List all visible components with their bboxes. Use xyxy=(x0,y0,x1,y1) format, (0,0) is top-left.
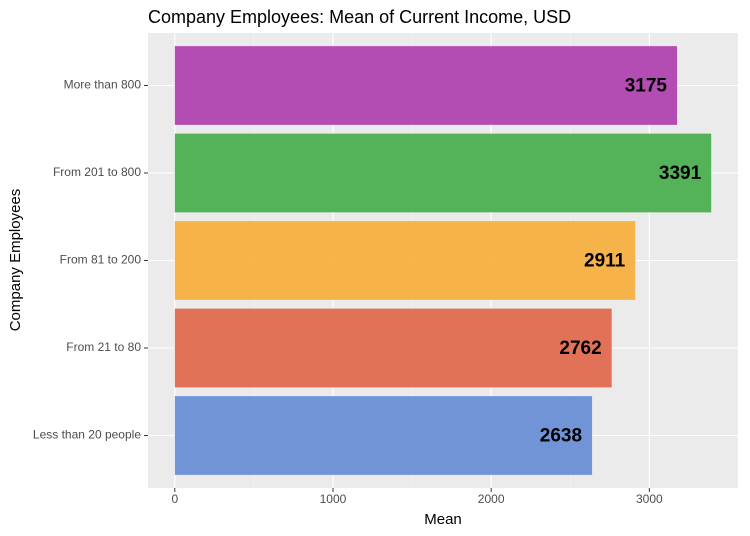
bar xyxy=(174,308,612,388)
bar xyxy=(174,221,636,300)
value-label: 3391 xyxy=(659,163,702,184)
x-tick-label: 1000 xyxy=(320,492,347,506)
y-tick-label: More than 800 xyxy=(64,78,142,92)
y-axis-title: Company Employees xyxy=(7,189,24,332)
bar xyxy=(174,46,678,125)
y-tick-label: From 81 to 200 xyxy=(60,253,142,267)
y-tick-label: From 21 to 80 xyxy=(66,340,141,354)
x-tick-label: 2000 xyxy=(478,492,505,506)
y-tick-label: From 201 to 800 xyxy=(53,165,141,179)
chart-title: Company Employees: Mean of Current Incom… xyxy=(148,7,571,27)
value-label: 2911 xyxy=(584,251,626,272)
x-axis-title: Mean xyxy=(424,511,462,528)
bar xyxy=(174,133,712,213)
x-tick-label: 3000 xyxy=(636,492,663,506)
x-tick-label: 0 xyxy=(171,492,178,506)
y-tick-label: Less than 20 people xyxy=(33,428,141,442)
value-label: 3175 xyxy=(625,76,668,97)
bar xyxy=(174,396,593,475)
value-label: 2638 xyxy=(540,426,582,447)
value-label: 2762 xyxy=(559,338,601,359)
